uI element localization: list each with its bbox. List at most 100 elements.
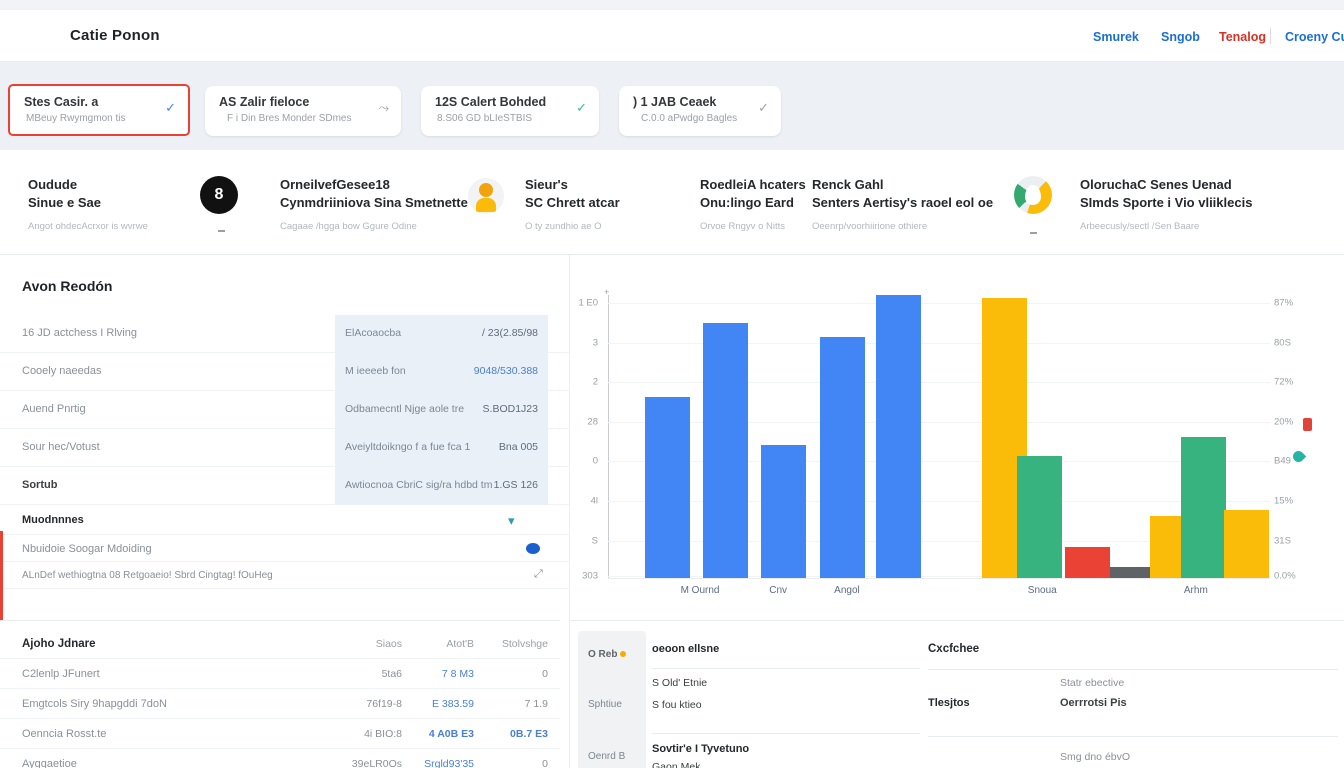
bar-chart: 1 E0 3 2 28 0 4l S 303 87% 80S 72% 20% B49 15% 31S 0.0…: [570, 255, 1344, 620]
feature-item-2[interactable]: OrneilvefGesee18 Cynmdriiniova Sina Smet…: [280, 176, 468, 232]
row-line: Oerrrotsi Pis: [1060, 697, 1127, 709]
share-icon: ⤳: [378, 100, 389, 115]
divider: [928, 736, 1338, 737]
y-axis-label: S: [591, 535, 598, 547]
feature-title: Renck Gahl: [812, 177, 884, 192]
toggle-row-label: Nbuidoie Soogar Mdoiding: [22, 543, 152, 555]
nav-link-1[interactable]: Smurek: [1093, 30, 1139, 44]
feature-item-3[interactable]: Sieur's SC Chrett atcar O ty zundhio ae …: [525, 176, 620, 232]
row-value: 7 1.9: [524, 698, 548, 710]
y-axis-label: 4l: [590, 495, 598, 507]
feature-item-4[interactable]: RoedleiA hcaters Onu:lingo Eard Orvoe Rn…: [700, 176, 806, 232]
row-name: Oenncia Rosst.te: [22, 728, 107, 740]
x-axis-label: M Ournd: [680, 585, 720, 596]
row-name: Emgtcols Siry 9hapgddi 7doN: [22, 698, 167, 710]
feature-title: Cynmdriiniova Sina Smetnette: [280, 195, 468, 210]
right-axis-label: 80S: [1274, 337, 1291, 349]
form-row-label: Auend Pnrtig: [22, 403, 86, 415]
nav-link-2[interactable]: Sngob: [1161, 30, 1200, 44]
form-cell[interactable]: Odbamecntl Njge aole tre S.BOD1J23: [335, 391, 548, 429]
nav-link-4[interactable]: Croeny Cuo: [1285, 30, 1344, 44]
stat-card-highlighted[interactable]: Stes Casir. a MBeuy Rwymgmon tis ✓: [8, 84, 190, 136]
rail-item-2[interactable]: Sphtiue: [588, 699, 622, 710]
gridline: [608, 576, 1270, 577]
form-row: Sortub Awtiocnoa CbriC sig/ra hdbd tm 1.…: [0, 467, 570, 505]
section-header: oeoon ellsne: [652, 643, 720, 655]
feature-item-5[interactable]: Renck Gahl Senters Aertisy's raoel eol o…: [812, 176, 993, 232]
feature-subtitle: Oeenrp/voorhiirione othiere: [812, 221, 928, 232]
table-header: Siaos: [375, 638, 402, 650]
footer-line: Smg dno ébvO: [1060, 751, 1131, 763]
form-cell[interactable]: M ieeeeb fon 9048/530.388: [335, 353, 548, 391]
divider: [928, 669, 1338, 670]
form-row: Cooely naeedas M ieeeeb fon 9048/530.388: [0, 353, 570, 391]
badge-8-icon: 8: [200, 176, 238, 214]
check-icon: ✓: [576, 100, 587, 115]
row-name: Aygqaetioe: [22, 758, 77, 768]
expand-icon[interactable]: ⤢: [534, 568, 543, 580]
y-axis-label: 1 E0: [578, 297, 598, 309]
feature-title: SImds Sporte i Vio vliiklecis: [1080, 195, 1253, 210]
form-field-value: 1.GS 126: [493, 479, 538, 491]
form-cell[interactable]: ElAcoaocba / 23(2.85/98: [335, 315, 548, 353]
form-cell[interactable]: Awtiocnoa CbriC sig/ra hdbd tm 1.GS 126: [335, 467, 548, 505]
form-row: Sour hec/Votust Aveiyltdoikngo f a fue f…: [0, 429, 570, 467]
rail-item-1[interactable]: O Reb: [588, 649, 627, 660]
feature-subtitle: O ty zundhio ae O: [525, 221, 602, 232]
expand-row[interactable]: ALnDef wethiogtna 08 Retgoaeio! Sbrd Cin…: [0, 562, 570, 589]
list-item: Gaon Mek: [652, 761, 701, 768]
form-field-name: Odbamecntl Njge aole tre: [345, 403, 465, 415]
feature-title: Sinue e Sae: [28, 195, 101, 210]
stat-card-title: ) 1 JAB Ceaek: [633, 95, 717, 109]
bottom-right-panel: Cxcfchee Tlesjtos Statr ebective Oerrrot…: [920, 620, 1344, 768]
right-axis-label: 72%: [1274, 376, 1294, 388]
chevron-down-icon[interactable]: ▾: [508, 513, 515, 528]
table-row: Aygqaetioe 39eLR0Os Srgld93'35 0: [0, 749, 560, 768]
stat-card[interactable]: 12S Calert Bohded 8.S06 GD bLIeSTBIS ✓: [421, 86, 599, 136]
chart-bar: [645, 396, 691, 578]
feature-item-1[interactable]: Oudude Sinue e Sae Angot ohdecAcrxor is …: [28, 176, 148, 232]
form-row-label: Cooely naeedas: [22, 365, 102, 377]
row-amount-link[interactable]: Srgld93'35: [424, 758, 474, 768]
table-row: Oenncia Rosst.te 4i BIO:8 4 A0B E3 0B.7 …: [0, 719, 560, 749]
right-axis-label: 20%: [1274, 416, 1294, 428]
chart-bar: [876, 295, 922, 578]
chart-plot: [608, 295, 1270, 578]
feature-item-6[interactable]: OloruchaC Senes Uenad SImds Sporte i Vio…: [1080, 176, 1252, 232]
row-amount-link[interactable]: E 383.59: [431, 698, 474, 710]
form-field-name: M ieeeeb fon: [345, 365, 406, 377]
nav-link-3[interactable]: Tenalog: [1219, 30, 1266, 44]
form-row: 16 JD actchess I Rlving ElAcoaocba / 23(…: [0, 315, 570, 353]
expand-row-label: ALnDef wethiogtna 08 Retgoaeio! Sbrd Cin…: [22, 570, 273, 581]
feature-subtitle: Angot ohdecAcrxor is wvrwe: [28, 221, 148, 232]
summary-table: Ajoho Jdnare Siaos Atot'B Stolvshge C2le…: [0, 620, 560, 768]
stat-card[interactable]: AS Zalir fieloce F i Din Bres Monder SDm…: [205, 86, 401, 136]
x-axis-labels: M Ournd Cnv Angol Snoua Arhm: [608, 585, 1270, 601]
toggle-row[interactable]: Nbuidoie Soogar Mdoiding: [0, 535, 570, 562]
feature-title: Oudude: [28, 177, 78, 192]
stat-card-title: Stes Casir. a: [24, 95, 99, 109]
stat-card-subtitle: C.0.0 aPwdgo Bagles: [641, 113, 738, 124]
row-value: 0: [542, 758, 548, 768]
dropdown-row[interactable]: Muodnnnes ▾: [0, 505, 570, 535]
form-field-name: ElAcoaocba: [345, 327, 402, 339]
row-amount-link[interactable]: 4 A0B E3: [428, 728, 474, 740]
stat-cards-band: Stes Casir. a MBeuy Rwymgmon tis ✓ AS Za…: [0, 62, 1344, 150]
list-item: S fou ktieo: [652, 699, 702, 711]
gridline: [608, 303, 1270, 304]
rail-item-3[interactable]: Oenrd B: [588, 751, 626, 762]
row-amount-link[interactable]: 7 8 M3: [441, 668, 474, 680]
table-header: Ajoho Jdnare: [22, 638, 96, 650]
row-amount-link[interactable]: 0B.7 E3: [510, 728, 548, 740]
chart-bar: [819, 337, 865, 578]
x-axis-line: [608, 578, 1270, 579]
collapse-dash-icon: [1030, 232, 1037, 234]
status-dot-icon[interactable]: [526, 543, 540, 554]
row-value: 0: [542, 668, 548, 680]
stat-card-subtitle: F i Din Bres Monder SDmes: [227, 113, 352, 124]
gridline: [608, 501, 1270, 502]
stat-card-title: 12S Calert Bohded: [435, 95, 547, 109]
stat-card[interactable]: ) 1 JAB Ceaek C.0.0 aPwdgo Bagles ✓: [619, 86, 781, 136]
feature-title: OloruchaC Senes Uenad: [1080, 177, 1232, 192]
form-cell[interactable]: Aveiyltdoikngo f a fue fca 1 Bna 005: [335, 429, 548, 467]
